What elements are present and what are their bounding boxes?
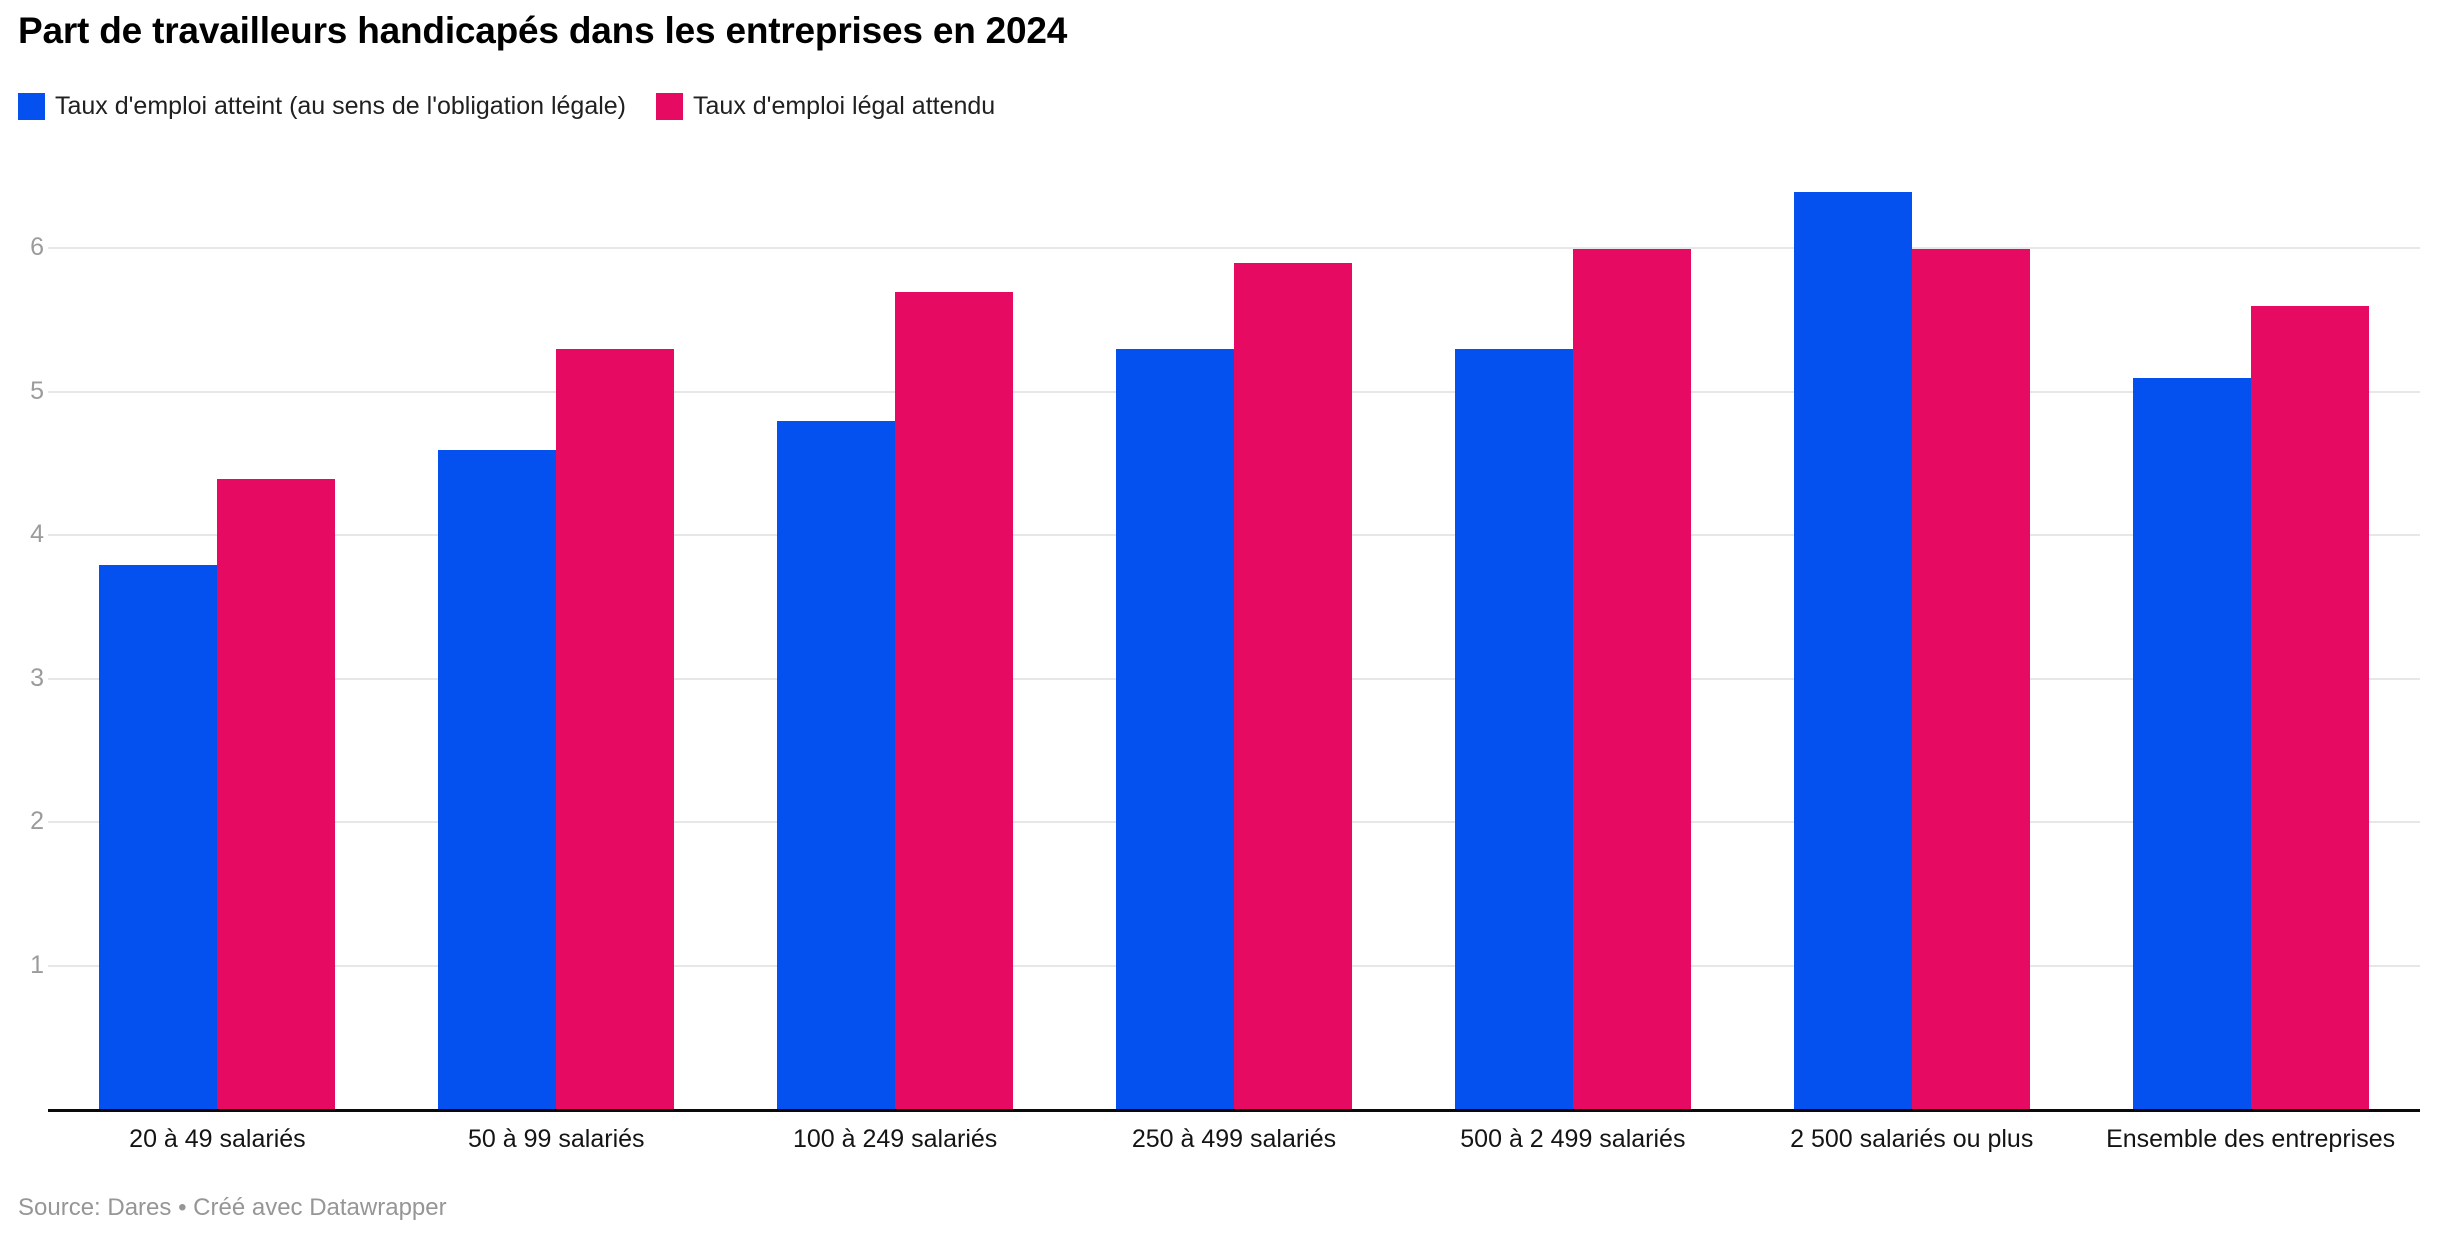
bar-1-atteint (99, 565, 218, 1110)
bar-group-7 (2081, 190, 2420, 1110)
x-axis-label-6: 2 500 salariés ou plus (1790, 1125, 2034, 1153)
y-tick-label-3: 3 (30, 663, 44, 692)
legend-item-expected: Taux d'emploi légal attendu (656, 91, 996, 120)
bar-groups (48, 190, 2420, 1110)
bar-group-3 (726, 190, 1065, 1110)
bar-6-attendu (1911, 249, 2030, 1110)
bar-2-attendu (556, 349, 675, 1110)
bar-6-atteint (1793, 192, 1912, 1110)
y-tick-label-1: 1 (30, 950, 44, 979)
x-axis-label-1: 20 à 49 salariés (129, 1125, 306, 1153)
legend-label-expected: Taux d'emploi légal attendu (693, 91, 996, 120)
datawrapper-attribution-link[interactable]: Créé avec Datawrapper (193, 1194, 447, 1221)
bar-group-5 (1403, 190, 1742, 1110)
bar-3-attendu (895, 292, 1014, 1110)
x-axis-label-7: Ensemble des entreprises (2106, 1125, 2396, 1153)
legend-swatch-blue (18, 92, 45, 120)
x-axis-line (48, 1109, 2420, 1112)
legend-swatch-pink (656, 92, 684, 120)
bar-1-attendu (217, 479, 336, 1110)
gridline-6 (48, 247, 2420, 249)
bar-4-attendu (1234, 263, 1352, 1110)
legend-label-achieved: Taux d'emploi atteint (au sens de l'obli… (55, 91, 627, 120)
chart-title: Part de travailleurs handicapés dans les… (18, 10, 1068, 51)
legend: Taux d'emploi atteint (au sens de l'obli… (18, 88, 2420, 124)
x-axis-label-5: 500 à 2 499 salariés (1460, 1125, 1686, 1153)
bar-5-attendu (1572, 249, 1691, 1110)
source-text: Source: Dares (18, 1194, 172, 1221)
x-axis-label-4: 250 à 499 salariés (1131, 1125, 1337, 1153)
plot-area: 1 2 3 4 5 6 (18, 190, 2420, 1112)
bar-group-2 (387, 190, 726, 1110)
y-tick-label-5: 5 (30, 376, 44, 405)
x-axis-label-3: 100 à 249 salariés (792, 1125, 998, 1153)
y-tick-label-6: 6 (30, 233, 44, 261)
bar-3-atteint (777, 421, 896, 1110)
bar-group-1 (48, 190, 387, 1110)
bar-7-atteint (2132, 378, 2251, 1110)
y-tick-label-4: 4 (30, 520, 44, 548)
bar-group-6 (1742, 190, 2081, 1110)
y-tick-label-2: 2 (30, 807, 44, 835)
footer-separator: • (171, 1194, 194, 1221)
bar-4-atteint (1116, 349, 1234, 1110)
x-axis-labels: 20 à 49 salariés 50 à 99 salariés 100 à 24… (48, 1124, 2420, 1154)
x-axis-label-2: 50 à 99 salariés (468, 1125, 645, 1153)
bar-7-attendu (2250, 306, 2369, 1110)
legend-item-achieved: Taux d'emploi atteint (au sens de l'obli… (18, 91, 627, 120)
footer: Source: Dares • Créé avec Datawrapper (18, 1194, 2420, 1222)
bar-2-atteint (438, 450, 557, 1110)
bar-5-atteint (1454, 349, 1573, 1110)
bar-group-4 (1065, 190, 1404, 1110)
